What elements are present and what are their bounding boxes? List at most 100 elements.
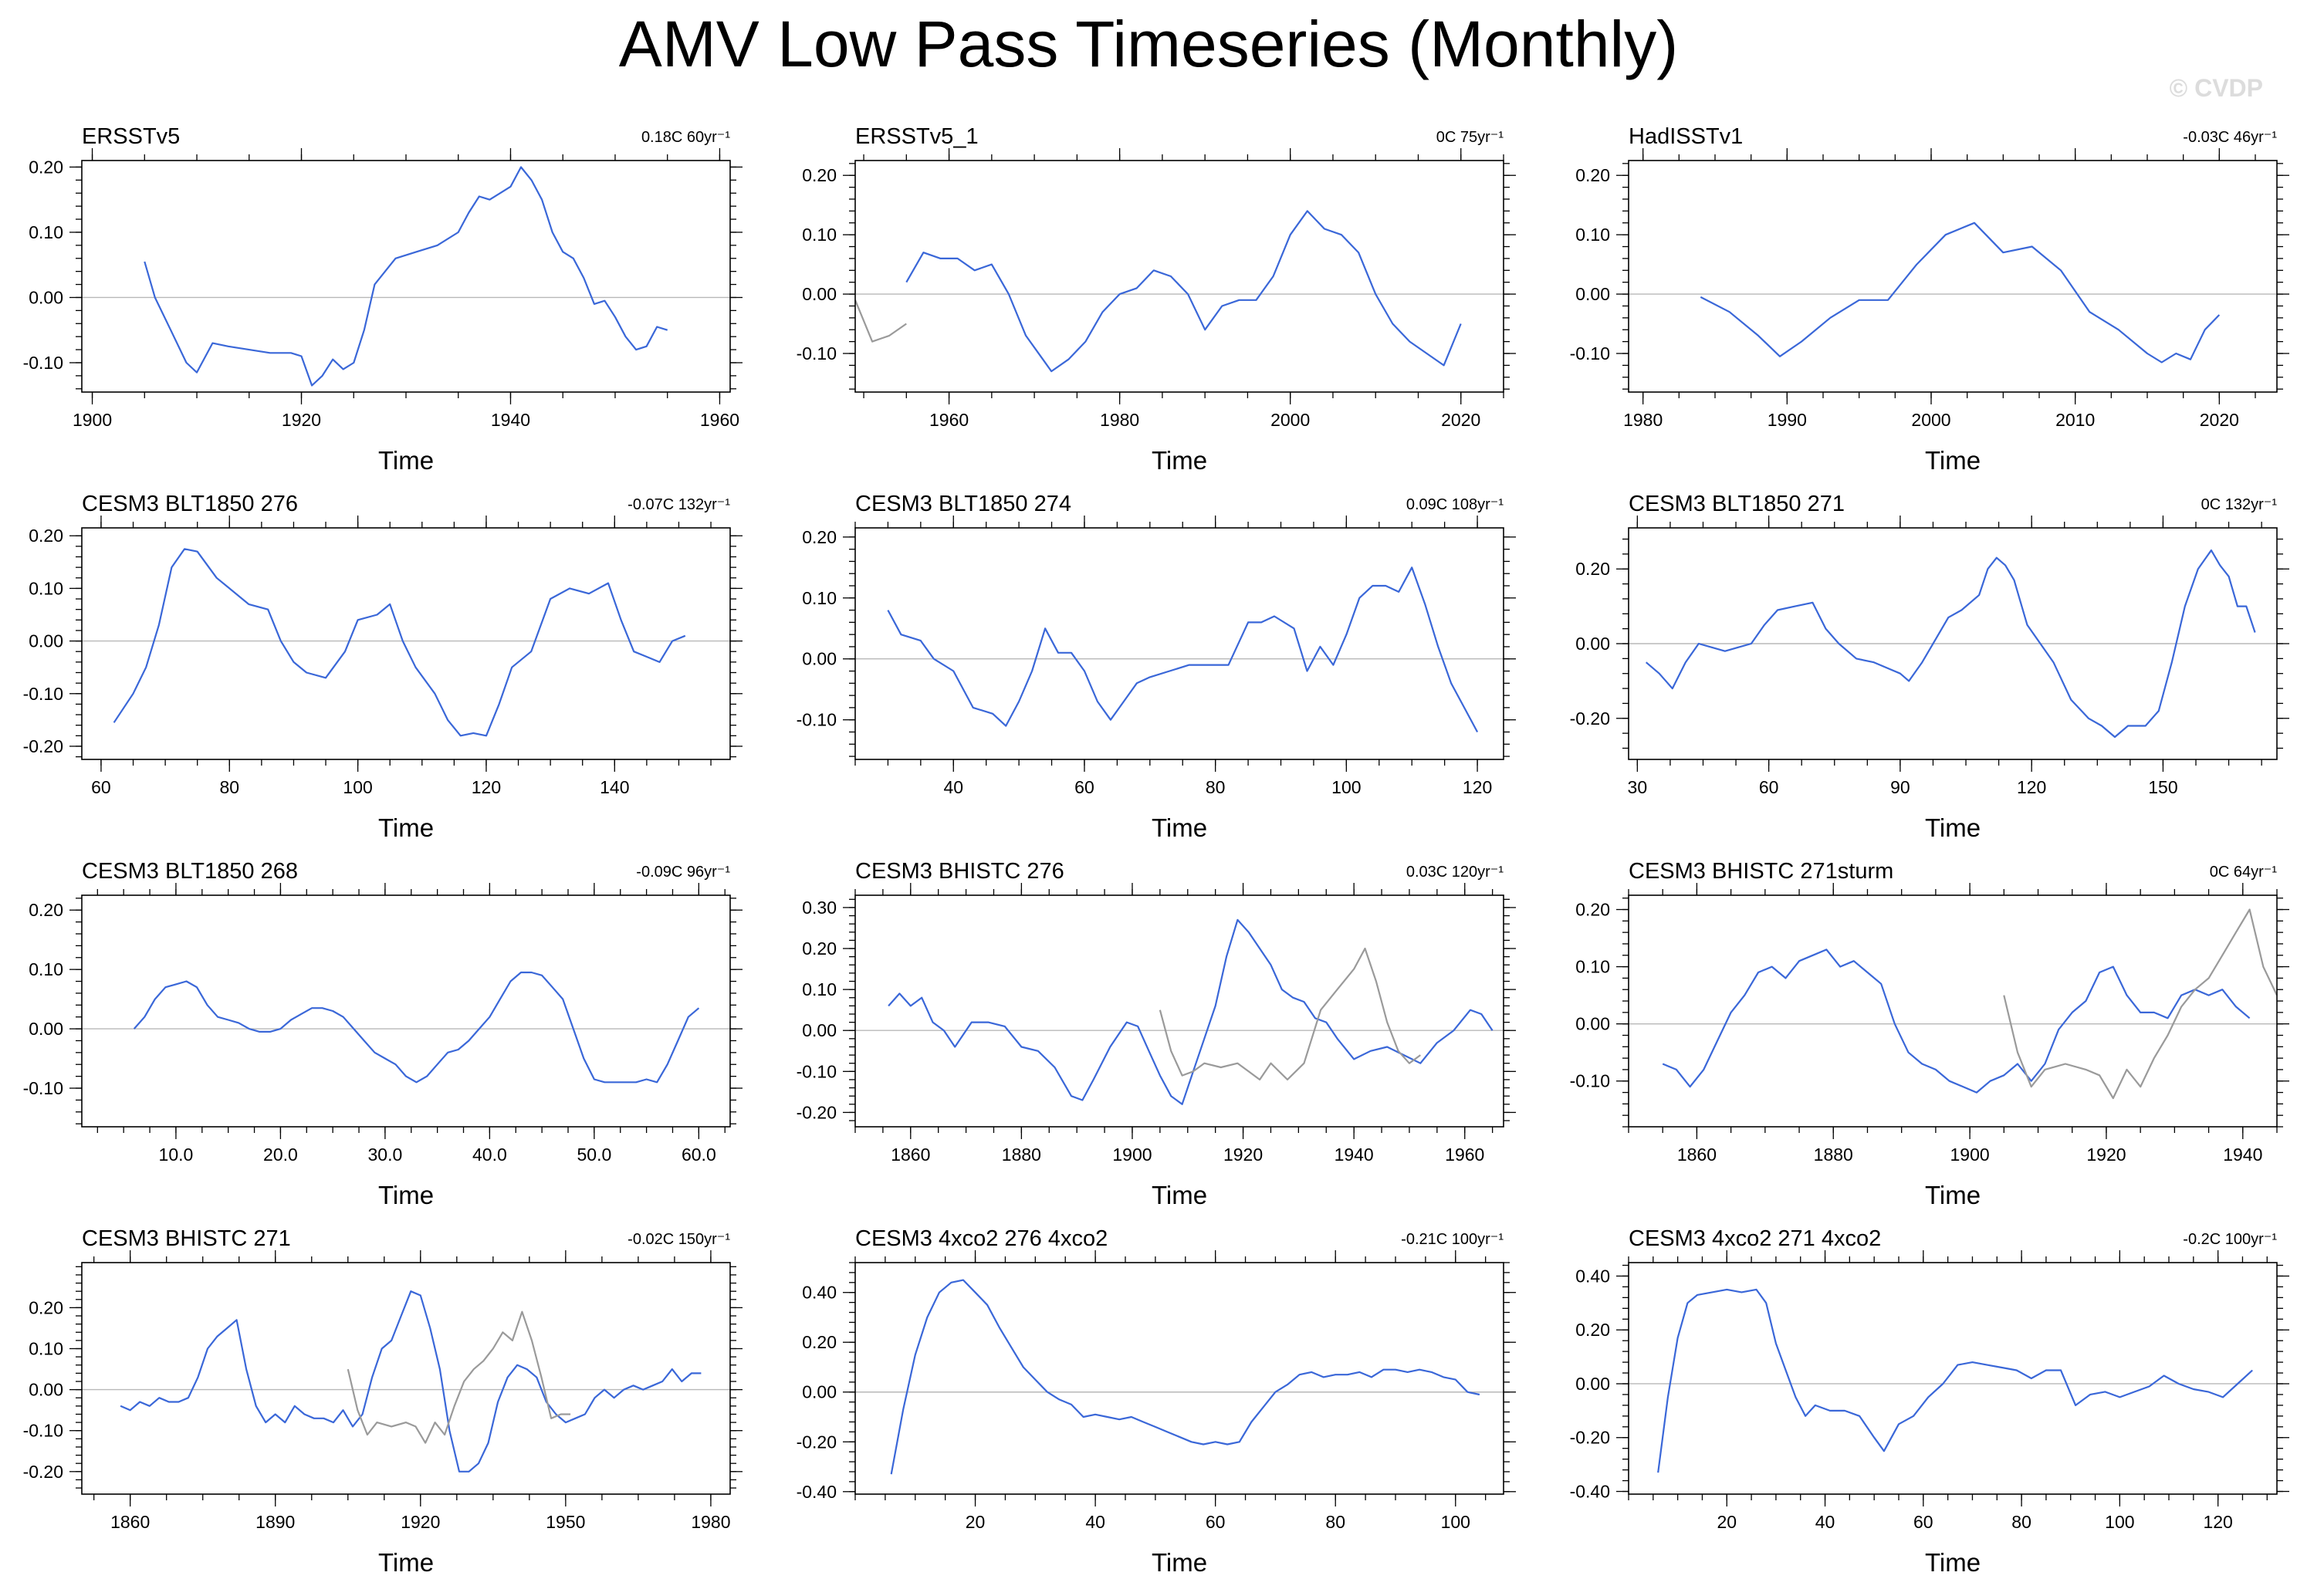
chart-panel-1: ERSSTv5 0.18C 60yr⁻¹ 1900 1920 1940 1960 -0.10… [23,124,743,475]
x-tick-label: 60 [1206,1512,1226,1532]
x-tick-label: 1880 [1814,1145,1853,1165]
x-tick-label: 100 [1441,1512,1470,1532]
x-tick-label: 1920 [2086,1145,2126,1165]
panel-trend-stat: -0.21C 100yr⁻¹ [1401,1231,1504,1248]
y-tick-label: -0.40 [1570,1482,1610,1502]
x-tick-label: 60 [1759,777,1779,797]
y-tick-label: -0.20 [1570,1428,1610,1448]
series-line-main [133,971,700,1084]
x-tick-label: 1990 [1768,410,1807,430]
x-tick-label: 1940 [1335,1145,1374,1165]
x-tick-label: 90 [1890,777,1910,797]
x-axis-label: Time [1152,446,1207,475]
y-tick-label: -0.20 [797,1102,837,1122]
x-axis-label: Time [1925,1181,1981,1209]
x-axis-label: Time [1925,446,1981,475]
x-tick-label: 50.0 [577,1145,611,1165]
y-tick-label: -0.10 [1570,343,1610,363]
chart-panel-5: CESM3 BLT1850 274 0.09C 108yr⁻¹ 40 60 80 100 1… [797,492,1516,842]
x-tick-label: 2000 [1270,410,1310,430]
panel-title: CESM3 4xco2 271 4xco2 [1629,1226,1881,1251]
panel-trend-stat: 0.18C 60yr⁻¹ [641,129,730,146]
y-tick-label: 0.00 [29,631,63,651]
chart-panel-3: HadISSTv1 -0.03C 46yr⁻¹ 1980 1990 2000 2010 20… [1570,124,2289,475]
panel-title: CESM3 BLT1850 268 [82,859,298,884]
y-tick-label: 0.10 [1575,225,1610,245]
panel-title: CESM3 BHISTC 276 [855,859,1064,884]
y-tick-label: 0.00 [1575,1014,1610,1034]
x-tick-label: 120 [2017,777,2046,797]
y-tick-label: -0.10 [1570,1071,1610,1091]
panel-trend-stat: 0C 132yr⁻¹ [2201,496,2278,513]
x-tick-label: 80 [219,777,239,797]
y-tick-label: 0.20 [802,938,837,959]
x-tick-label: 1960 [1445,1145,1484,1165]
series-line-main [888,918,1494,1105]
panel-title: ERSSTv5_1 [855,124,979,149]
x-tick-label: 1980 [1100,410,1139,430]
x-tick-label: 1900 [73,410,112,430]
y-tick-label: -0.10 [23,684,63,704]
x-tick-label: 2010 [2055,410,2095,430]
y-tick-label: 0.00 [802,649,837,669]
x-tick-label: 1880 [1002,1145,1041,1165]
x-tick-label: 140 [600,777,629,797]
y-tick-label: -0.20 [797,1432,837,1452]
y-tick-label: 0.10 [29,959,63,979]
panel-title: CESM3 BLT1850 274 [855,492,1071,516]
chart-panel-8: CESM3 BHISTC 276 0.03C 120yr⁻¹ 1860 1880 190… [797,859,1516,1209]
panel-trend-stat: -0.07C 132yr⁻¹ [628,496,730,513]
y-tick-label: 0.30 [802,898,837,918]
y-tick-label: 0.20 [1575,165,1610,185]
x-axis-label: Time [1925,1548,1981,1577]
x-tick-label: 120 [1463,777,1492,797]
y-tick-label: 0.20 [802,527,837,547]
plot-frame [1628,160,2278,393]
x-tick-label: 1900 [1112,1145,1152,1165]
x-tick-label: 120 [472,777,501,797]
plot-frame [81,894,731,1128]
x-tick-label: 10.0 [159,1145,194,1165]
panel-trend-stat: 0.03C 120yr⁻¹ [1406,864,1504,881]
x-axis-label: Time [378,446,434,475]
y-tick-label: 0.20 [1575,1320,1610,1340]
x-tick-label: 20 [966,1512,986,1532]
y-tick-label: 0.00 [802,1020,837,1040]
y-tick-label: 0.00 [802,284,837,304]
plot-frame [1628,527,2278,760]
series-line-main [890,1279,1480,1475]
series-line-main [1700,221,2221,363]
panel-trend-stat: -0.03C 46yr⁻¹ [2183,129,2277,146]
y-tick-label: 0.20 [29,900,63,920]
watermark: © CVDP [2170,74,2263,102]
plot-frame [81,527,731,760]
y-tick-label: 0.20 [1575,559,1610,579]
y-tick-label: 0.20 [1575,900,1610,920]
x-tick-label: 60.0 [682,1145,716,1165]
y-tick-label: 0.40 [802,1283,837,1303]
x-tick-label: 80 [2011,1512,2031,1532]
series-line-secondary [347,1310,571,1444]
y-tick-label: 0.00 [1575,634,1610,654]
x-tick-label: 1890 [255,1512,295,1532]
series-line-main [1657,1288,2253,1473]
chart-panel-6: CESM3 BLT1850 271 0C 132yr⁻¹ 30 60 90 120 150 -… [1570,492,2289,842]
x-axis-label: Time [1925,813,1981,842]
panel-title: CESM3 BHISTC 271sturm [1629,859,1893,884]
x-tick-label: 2020 [2200,410,2239,430]
chart-panel-10: CESM3 BHISTC 271 -0.02C 150yr⁻¹ 1860 1890 19… [23,1226,743,1577]
x-axis-label: Time [1152,1181,1207,1209]
x-tick-label: 80 [1325,1512,1345,1532]
y-tick-label: -0.20 [23,736,63,756]
x-tick-label: 1940 [491,410,530,430]
chart-panel-4: CESM3 BLT1850 276 -0.07C 132yr⁻¹ 60 80 100 12… [23,492,743,842]
y-tick-label: 0.10 [29,578,63,598]
y-tick-label: -0.10 [797,343,837,363]
x-tick-label: 1950 [546,1512,585,1532]
panel-trend-stat: -0.2C 100yr⁻¹ [2183,1231,2277,1248]
x-tick-label: 40 [1815,1512,1835,1532]
y-tick-label: -0.20 [23,1462,63,1482]
series-line-secondary [854,299,907,343]
x-axis-label: Time [378,1181,434,1209]
